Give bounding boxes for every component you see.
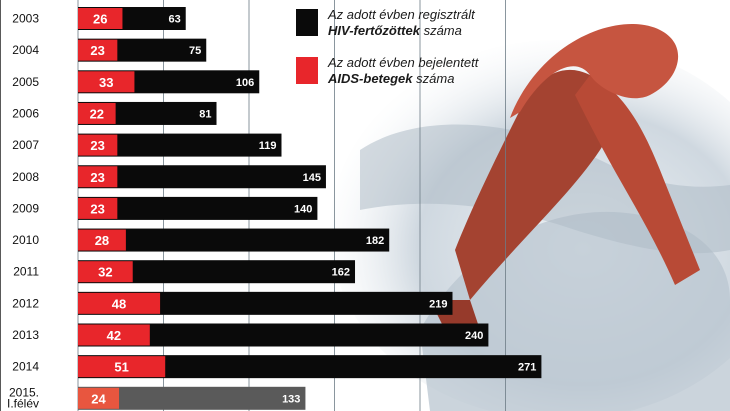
aids-bar xyxy=(78,229,126,251)
legend-aids-line1: Az adott évben bejelentett xyxy=(328,55,479,70)
legend-swatch-aids xyxy=(296,57,318,84)
year-label: 2003 xyxy=(12,12,39,26)
aids-value-label: 33 xyxy=(99,75,113,90)
hands-ribbon-illustration xyxy=(330,23,730,411)
hiv-value-label: 219 xyxy=(429,298,447,310)
aids-value-label: 23 xyxy=(90,201,104,216)
aids-bar xyxy=(78,8,123,29)
year-label: 2013 xyxy=(12,328,39,342)
hiv-value-label: 75 xyxy=(189,45,201,57)
legend-hiv-rest: száma xyxy=(419,23,462,38)
aids-bar xyxy=(78,166,118,188)
year-label: 2009 xyxy=(12,201,39,215)
aids-value-label: 42 xyxy=(107,328,121,343)
aids-value-label: 23 xyxy=(90,170,104,185)
hiv-bar xyxy=(78,196,318,220)
hiv-bar xyxy=(78,165,326,189)
hiv-bar xyxy=(78,228,390,252)
aids-value-label: 51 xyxy=(114,360,128,375)
aids-value-label: 24 xyxy=(91,391,106,406)
hiv-value-label: 145 xyxy=(303,172,321,184)
hiv-value-label: 240 xyxy=(465,330,483,342)
hiv-value-label: 140 xyxy=(294,203,312,215)
aids-bar xyxy=(78,356,166,378)
legend-aids-bold: AIDS-betegek xyxy=(328,71,413,86)
aids-bar xyxy=(78,292,161,314)
year-label: I.félév xyxy=(7,396,39,410)
year-label: 2005 xyxy=(12,75,39,89)
hiv-value-label: 63 xyxy=(168,14,180,26)
year-label: 2015. xyxy=(9,385,39,399)
aids-value-label: 48 xyxy=(112,296,126,311)
aids-bar xyxy=(78,134,118,156)
legend-aids-rest: száma xyxy=(412,71,455,86)
legend-hiv-bold: HIV-fertőzöttek xyxy=(328,23,420,38)
aids-value-label: 26 xyxy=(93,12,107,27)
hiv-bar xyxy=(78,355,542,379)
hiv-bar xyxy=(78,291,453,315)
legend-swatch-hiv xyxy=(296,9,318,36)
year-label: 2010 xyxy=(12,233,39,247)
aids-value-label: 28 xyxy=(95,233,109,248)
legend-hiv-line1: Az adott évben regisztrált xyxy=(328,7,475,22)
aids-value-label: 23 xyxy=(90,43,104,58)
hiv-value-label: 271 xyxy=(518,362,536,374)
hiv-value-label: 162 xyxy=(332,267,350,279)
aids-bar xyxy=(78,197,118,219)
aids-bar xyxy=(78,71,135,93)
hiv-value-label: 119 xyxy=(259,140,277,152)
year-label: 2011 xyxy=(13,265,39,279)
aids-bar xyxy=(78,387,120,409)
aids-value-label: 32 xyxy=(98,265,112,280)
aids-value-label: 23 xyxy=(90,138,104,153)
hiv-bar xyxy=(78,260,356,284)
aids-bar xyxy=(78,324,150,346)
hiv-value-label: 81 xyxy=(199,108,211,120)
year-label: 2007 xyxy=(12,138,39,152)
hiv-value-label: 133 xyxy=(282,393,300,405)
hiv-bar xyxy=(78,323,489,347)
aids-bar xyxy=(78,102,116,124)
hiv-value-label: 106 xyxy=(236,77,254,89)
hiv-value-label: 182 xyxy=(366,235,384,247)
aids-bar xyxy=(78,39,118,61)
hiv-bar xyxy=(78,133,282,157)
year-label: 2008 xyxy=(12,170,39,184)
aids-value-label: 22 xyxy=(90,106,104,121)
year-label: 2006 xyxy=(12,106,39,120)
year-label: 2012 xyxy=(12,296,39,310)
aids-bar xyxy=(78,261,133,283)
bars-group: 2003 63 26 2004 75 23 2005 106 33 2006 81 22 2007 119… xyxy=(7,7,542,410)
year-label: 2004 xyxy=(12,43,39,57)
hiv-bar xyxy=(78,386,306,410)
year-label: 2014 xyxy=(12,360,39,374)
